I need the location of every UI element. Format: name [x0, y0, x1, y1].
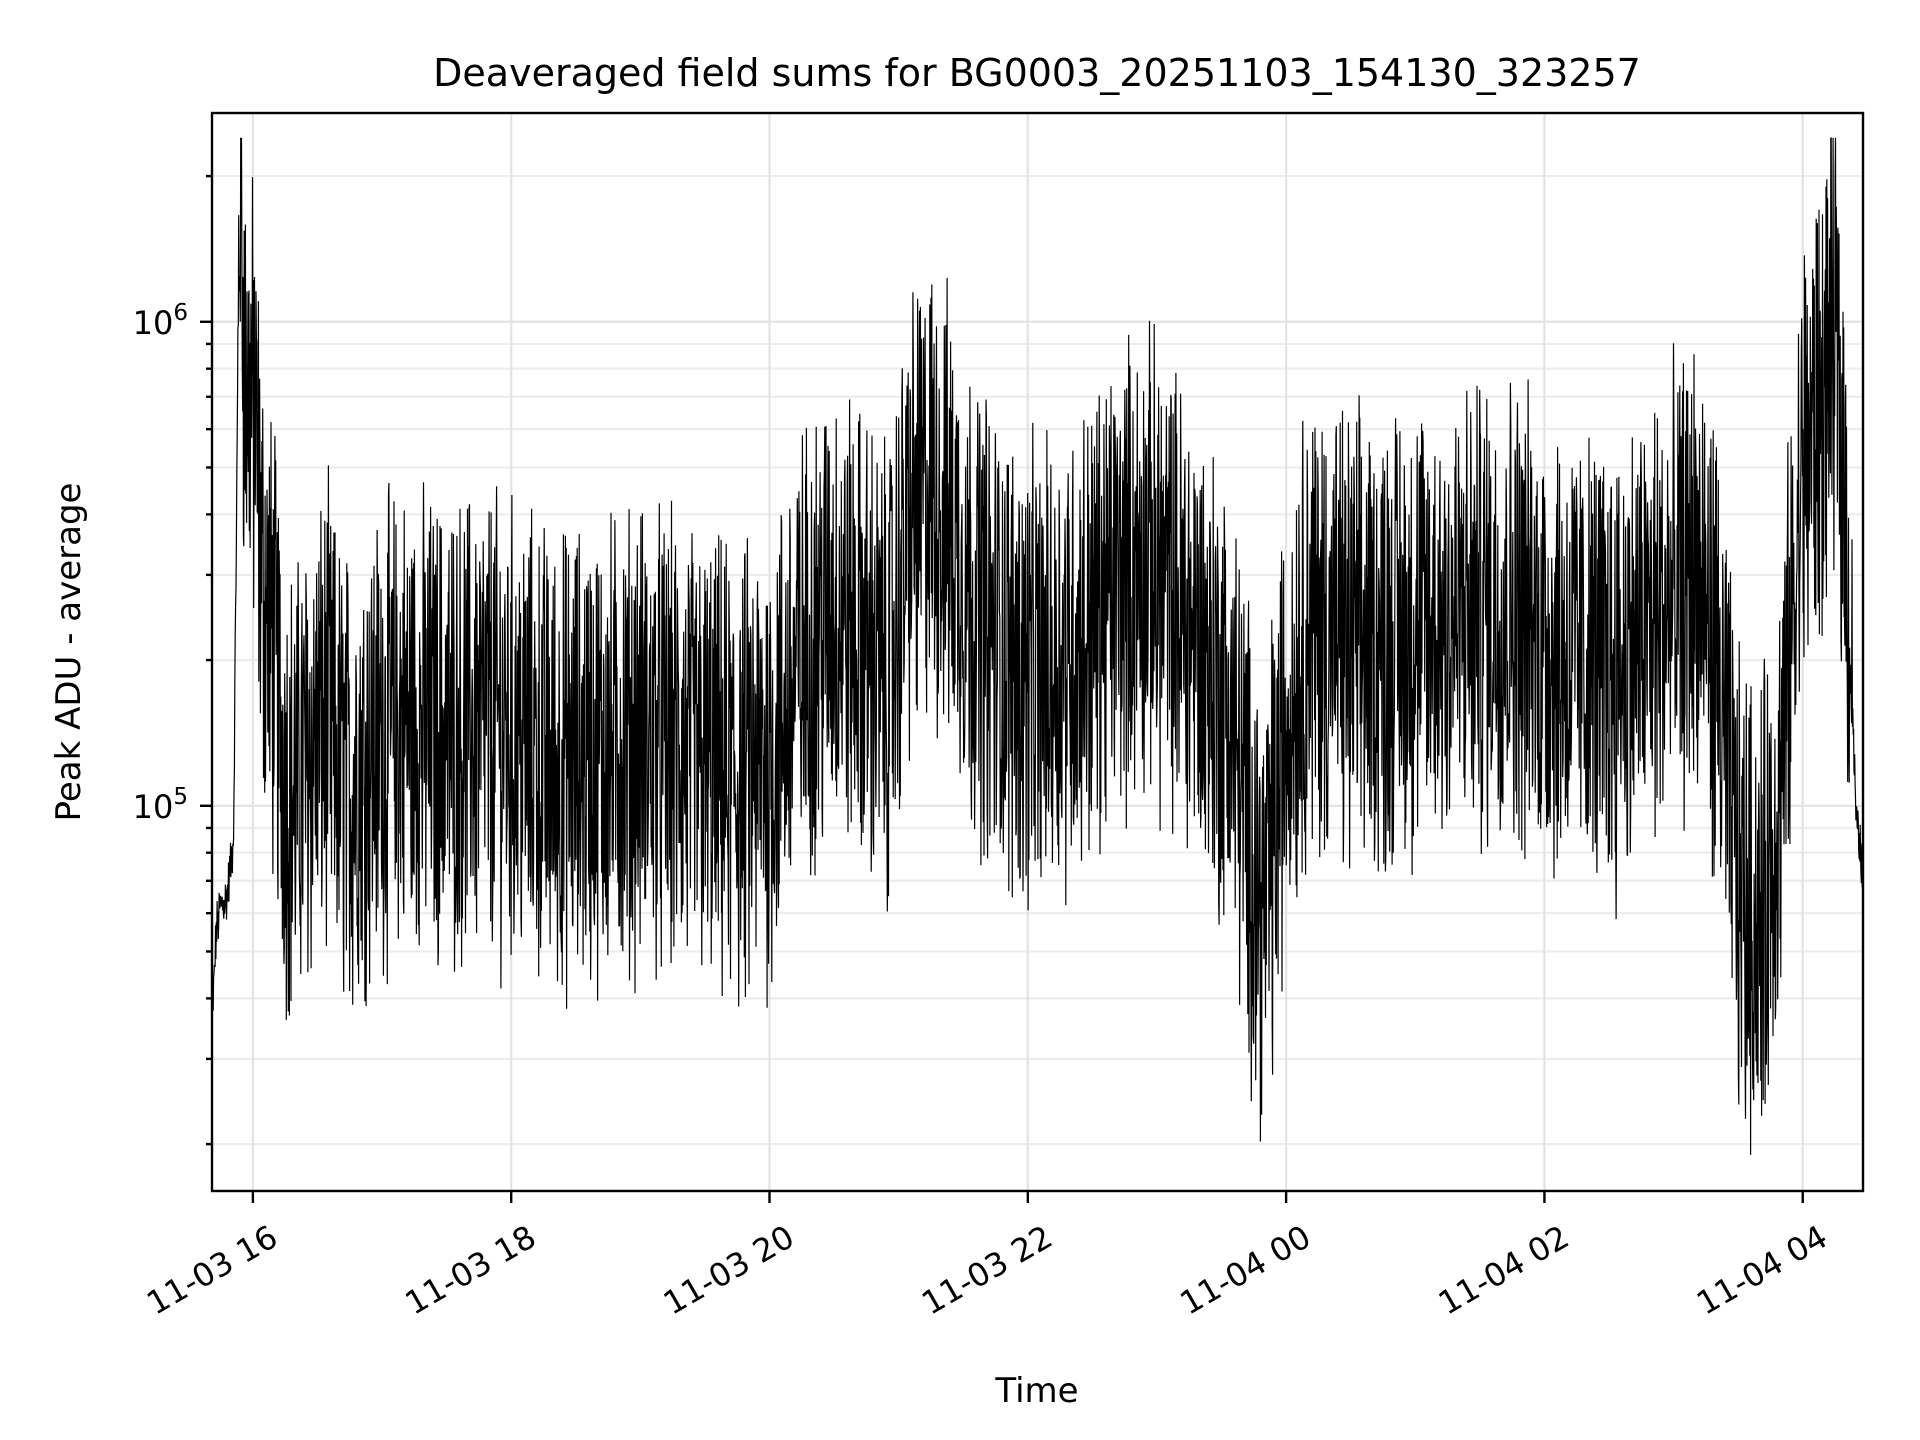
x-axis-label: Time: [994, 1371, 1078, 1411]
y-tick-label: 105: [133, 784, 188, 826]
x-tick-label: 11-03 22: [915, 1218, 1059, 1323]
series-line: [211, 137, 1864, 1155]
y-axis-label: Peak ADU - average: [49, 483, 89, 822]
minor-gridlines: [212, 174, 1863, 1146]
y-axis: 105 106: [133, 174, 212, 1146]
y-tick-label: 106: [133, 300, 188, 342]
x-tick-label: 11-04 02: [1432, 1218, 1576, 1323]
chart-title: Deaveraged field sums for BG0003_2025110…: [433, 51, 1641, 95]
x-tick-label: 11-03 20: [657, 1218, 801, 1323]
x-tick-label: 11-03 16: [140, 1218, 284, 1323]
x-tick-label: 11-03 18: [399, 1218, 543, 1323]
x-tick-label: 11-04 00: [1174, 1218, 1318, 1323]
x-axis: 11-03 16 11-03 18 11-03 20 11-03 22 11-04 00…: [140, 1191, 1834, 1323]
plot-frame: [210, 111, 1865, 1193]
x-tick-label: 11-04 04: [1690, 1218, 1834, 1323]
